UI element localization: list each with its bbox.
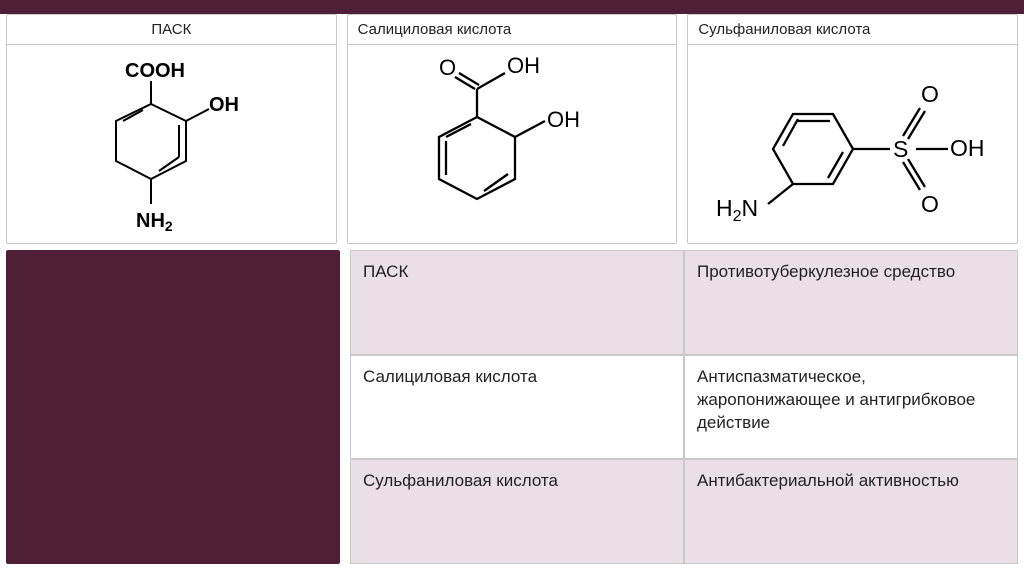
svg-text:COOH: COOH [125, 60, 185, 82]
svg-text:O: O [921, 81, 939, 107]
svg-text:O: O [921, 191, 939, 217]
svg-text:OH: OH [547, 107, 580, 132]
compound-effect: Противотуберкулезное средство [684, 250, 1018, 355]
structure-body: COOH OH NH2 [7, 45, 336, 243]
svg-text:OH: OH [209, 94, 239, 116]
compound-effect: Антиспазматическое, жаропонижающее и ант… [684, 355, 1018, 460]
table-row: ПАСК Противотуберкулезное средство [350, 250, 1018, 355]
structures-row: ПАСК COOH OH NH2 [0, 14, 1024, 244]
structure-body: S O O OH H2N [688, 45, 1017, 243]
sulfanilic-molecule-icon: S O O OH H2N [698, 54, 1008, 234]
svg-text:O: O [439, 55, 456, 80]
table-row: Салициловая кислота Антиспазматическое, … [350, 355, 1018, 460]
svg-text:H2N: H2N [716, 195, 758, 225]
svg-text:OH: OH [507, 53, 540, 78]
compound-effect: Антибактериальной активностью [684, 459, 1018, 564]
compound-name: Сульфаниловая кислота [350, 459, 684, 564]
compound-name: Салициловая кислота [350, 355, 684, 460]
structure-header: Салициловая кислота [348, 15, 677, 45]
structure-card-sulfanilic: Сульфаниловая кислота [687, 14, 1018, 244]
structure-body: O OH OH [348, 45, 677, 243]
structure-header: ПАСК [7, 15, 336, 45]
table-row: Сульфаниловая кислота Антибактериальной … [350, 459, 1018, 564]
svg-text:OH: OH [950, 135, 985, 161]
bottom-row: ПАСК Противотуберкулезное средство Салиц… [0, 244, 1024, 564]
structure-card-salicylic: Салициловая кислота [347, 14, 678, 244]
svg-text:NH2: NH2 [136, 210, 173, 234]
effects-table: ПАСК Противотуберкулезное средство Салиц… [350, 250, 1018, 564]
structure-header: Сульфаниловая кислота [688, 15, 1017, 45]
structure-card-pask: ПАСК COOH OH NH2 [6, 14, 337, 244]
left-accent-block [6, 250, 340, 564]
svg-text:S: S [893, 136, 908, 162]
top-accent-bar [0, 0, 1024, 14]
pask-molecule-icon: COOH OH NH2 [81, 49, 261, 239]
salicylic-molecule-icon: O OH OH [397, 49, 627, 239]
compound-name: ПАСК [350, 250, 684, 355]
